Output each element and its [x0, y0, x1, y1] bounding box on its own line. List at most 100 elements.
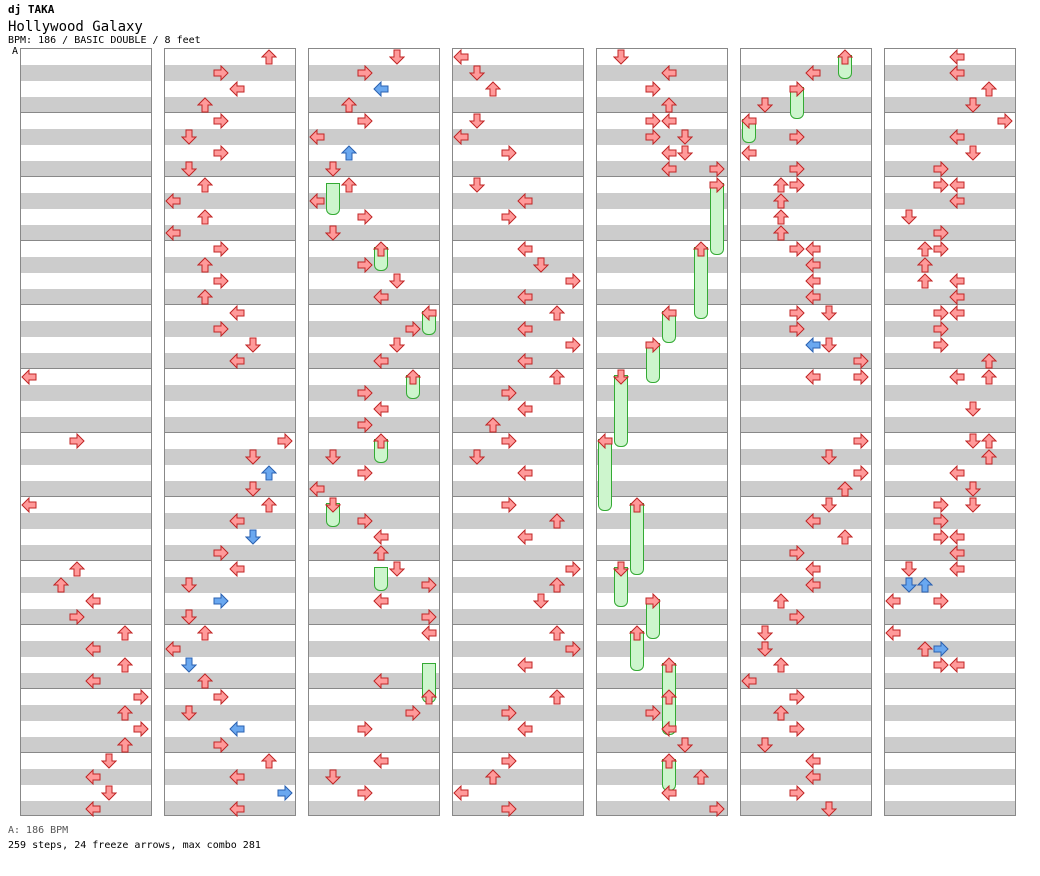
right-arrow-icon: [213, 737, 229, 753]
left-arrow-icon: [373, 401, 389, 417]
right-arrow-icon: [933, 225, 949, 241]
down-arrow-icon: [325, 225, 341, 241]
right-arrow-icon: [69, 609, 85, 625]
left-arrow-icon: [373, 353, 389, 369]
freeze-arrow-tail: [598, 439, 612, 511]
right-arrow-icon: [213, 145, 229, 161]
up-arrow-icon: [549, 689, 565, 705]
up-arrow-icon: [917, 641, 933, 657]
measure-line: [885, 496, 1015, 497]
freeze-arrow-tail: [326, 183, 340, 215]
measure-line: [309, 560, 439, 561]
right-arrow-icon: [501, 145, 517, 161]
up-arrow-icon: [837, 481, 853, 497]
right-arrow-icon: [789, 177, 805, 193]
right-arrow-icon: [645, 337, 661, 353]
right-arrow-icon: [213, 321, 229, 337]
left-arrow-icon: [453, 785, 469, 801]
chart-column: [740, 48, 872, 817]
up-arrow-icon: [485, 769, 501, 785]
measure-line: [309, 176, 439, 177]
left-arrow-icon: [949, 49, 965, 65]
right-arrow-icon: [357, 209, 373, 225]
left-arrow-icon: [805, 769, 821, 785]
left-arrow-icon: [741, 113, 757, 129]
right-arrow-icon: [501, 497, 517, 513]
right-arrow-icon: [405, 705, 421, 721]
down-arrow-icon: [757, 737, 773, 753]
left-arrow-icon: [517, 657, 533, 673]
measure-line: [453, 176, 583, 177]
measure-line: [453, 432, 583, 433]
measure-line: [21, 432, 151, 433]
measure-line: [453, 368, 583, 369]
left-arrow-icon: [949, 545, 965, 561]
left-arrow-icon: [373, 753, 389, 769]
up-arrow-icon: [549, 369, 565, 385]
up-arrow-icon: [117, 657, 133, 673]
right-arrow-icon: [501, 385, 517, 401]
right-arrow-icon: [501, 433, 517, 449]
left-arrow-icon: [805, 561, 821, 577]
right-arrow-icon: [933, 321, 949, 337]
right-arrow-icon: [645, 705, 661, 721]
right-arrow-icon: [709, 161, 725, 177]
right-arrow-icon: [853, 353, 869, 369]
up-arrow-icon: [341, 145, 357, 161]
up-arrow-icon: [773, 657, 789, 673]
left-arrow-icon: [165, 225, 181, 241]
up-arrow-icon: [405, 369, 421, 385]
right-arrow-icon: [421, 577, 437, 593]
down-arrow-icon: [965, 481, 981, 497]
measure-line: [21, 240, 151, 241]
up-arrow-icon: [341, 97, 357, 113]
measure-line: [597, 496, 727, 497]
measure-line: [165, 752, 295, 753]
down-arrow-icon: [757, 641, 773, 657]
up-arrow-icon: [117, 737, 133, 753]
right-arrow-icon: [501, 801, 517, 817]
right-arrow-icon: [357, 65, 373, 81]
up-arrow-icon: [373, 241, 389, 257]
up-arrow-icon: [485, 81, 501, 97]
measure-line: [309, 304, 439, 305]
measure-line: [453, 624, 583, 625]
measure-line: [165, 304, 295, 305]
down-arrow-icon: [325, 769, 341, 785]
left-arrow-icon: [805, 273, 821, 289]
left-arrow-icon: [85, 593, 101, 609]
up-arrow-icon: [261, 465, 277, 481]
measure-line: [597, 624, 727, 625]
measure-line: [885, 304, 1015, 305]
measure-line: [165, 112, 295, 113]
chart-column: [308, 48, 440, 816]
down-arrow-icon: [821, 305, 837, 321]
left-arrow-icon: [661, 305, 677, 321]
freeze-arrow-tail: [710, 183, 724, 255]
right-arrow-icon: [709, 801, 725, 817]
right-arrow-icon: [357, 513, 373, 529]
right-arrow-icon: [565, 641, 581, 657]
chart-column: [452, 48, 584, 817]
right-arrow-icon: [853, 369, 869, 385]
measure-line: [453, 304, 583, 305]
measure-line: [885, 752, 1015, 753]
right-arrow-icon: [357, 385, 373, 401]
freeze-arrow-tail: [374, 567, 388, 591]
left-arrow-icon: [229, 81, 245, 97]
measure-line: [597, 560, 727, 561]
up-arrow-icon: [69, 561, 85, 577]
left-arrow-icon: [661, 65, 677, 81]
left-arrow-icon: [805, 337, 821, 353]
right-arrow-icon: [133, 689, 149, 705]
measure-line: [165, 432, 295, 433]
right-arrow-icon: [789, 241, 805, 257]
measure-line: [21, 496, 151, 497]
down-arrow-icon: [389, 561, 405, 577]
chart-column: [596, 48, 728, 817]
up-arrow-icon: [197, 673, 213, 689]
left-arrow-icon: [805, 289, 821, 305]
right-arrow-icon: [645, 113, 661, 129]
left-arrow-icon: [805, 577, 821, 593]
left-arrow-icon: [949, 129, 965, 145]
